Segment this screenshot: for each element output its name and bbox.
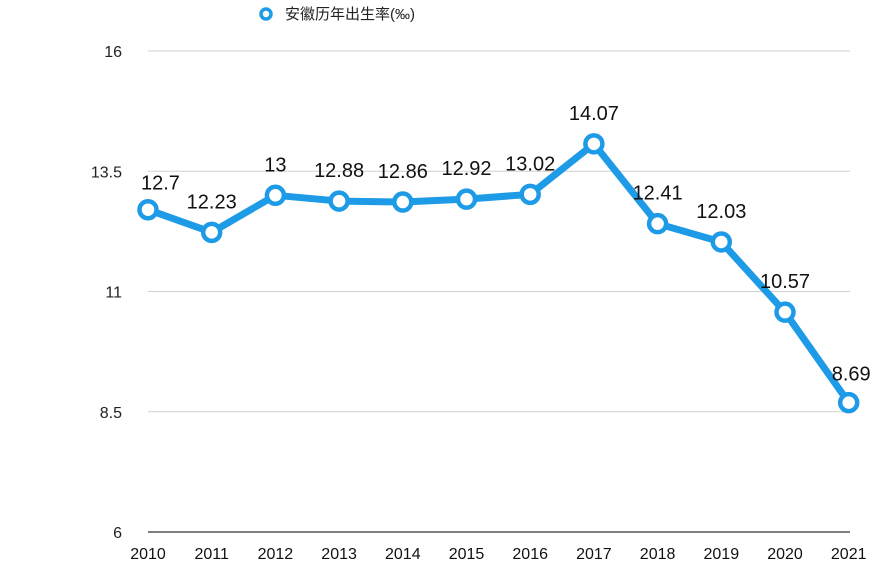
series-points: [137, 133, 860, 414]
x-axis-ticks: 2010 2011 2012 2013 2014 2015 2016 2017 2018 2019…: [130, 546, 866, 563]
data-labels: 12.7 12.23 13 12.88 12.86 12.92 13.02 14.07 12.4…: [141, 103, 871, 386]
x-tick-label: 2019: [704, 546, 740, 563]
data-point: [583, 133, 605, 155]
data-point: [774, 301, 796, 323]
y-axis-ticks: 6 8.5 11 13.5 16: [91, 44, 122, 542]
data-label: 12.92: [441, 158, 491, 180]
data-point: [519, 183, 541, 206]
data-label: 12.88: [314, 160, 364, 182]
x-tick-label: 2015: [449, 546, 485, 563]
x-tick-label: 2010: [130, 546, 166, 563]
data-point: [646, 212, 669, 235]
y-tick-label: 6: [113, 525, 122, 542]
legend-marker-icon: [259, 7, 273, 21]
data-point: [200, 221, 223, 244]
x-tick-label: 2016: [512, 546, 548, 563]
series-polyline: [144, 140, 853, 407]
data-label: 13: [264, 154, 286, 176]
x-tick-label: 2021: [831, 546, 867, 563]
y-tick-label: 8.5: [100, 405, 122, 422]
data-label: 12.41: [633, 183, 683, 205]
data-point: [837, 391, 860, 414]
x-tick-label: 2012: [258, 546, 294, 563]
series-line: [144, 140, 853, 407]
data-label: 12.23: [187, 191, 237, 213]
x-tick-label: 2017: [576, 546, 612, 563]
data-label: 12.03: [696, 201, 746, 223]
data-label: 8.69: [832, 364, 871, 386]
data-label: 14.07: [569, 103, 619, 125]
data-point: [392, 191, 414, 213]
data-point: [710, 231, 733, 253]
data-point: [264, 184, 287, 207]
y-tick-label: 13.5: [91, 164, 122, 181]
data-point: [455, 188, 478, 210]
x-tick-label: 2013: [321, 546, 357, 563]
legend-label: 安徽历年出生率(‰): [285, 6, 415, 23]
y-tick-label: 16: [104, 44, 122, 61]
data-point: [328, 190, 350, 212]
gridlines: [148, 50, 850, 533]
x-tick-label: 2014: [385, 546, 421, 563]
x-tick-label: 2020: [767, 546, 803, 563]
x-tick-label: 2011: [194, 546, 229, 563]
data-label: 12.86: [378, 161, 428, 183]
data-point: [137, 198, 159, 221]
data-label: 10.57: [760, 271, 810, 293]
data-label: 12.7: [141, 173, 180, 195]
data-label: 13.02: [505, 153, 555, 175]
x-tick-label: 2018: [640, 546, 676, 563]
y-tick-label: 11: [105, 285, 122, 302]
legend: 安徽历年出生率(‰): [259, 6, 415, 23]
